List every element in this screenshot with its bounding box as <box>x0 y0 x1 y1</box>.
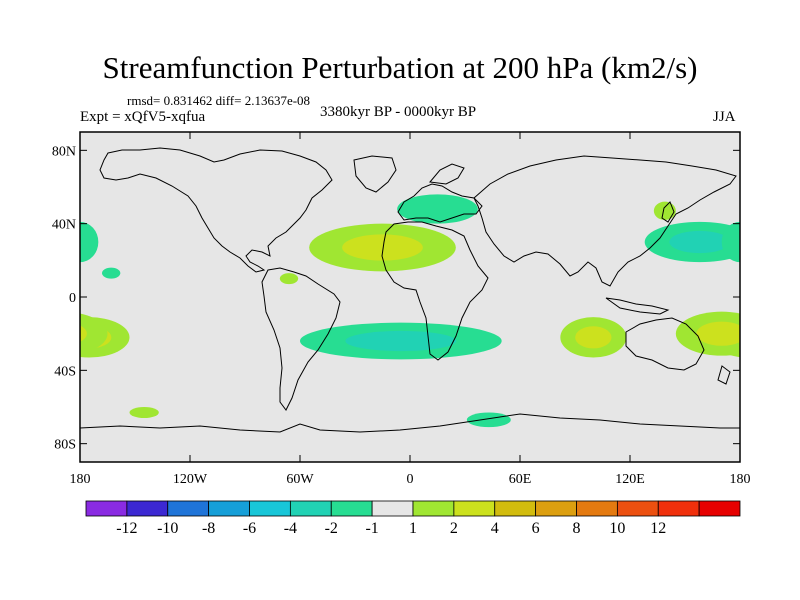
x-tick-label: 180 <box>730 472 751 487</box>
x-tick-label: 120E <box>615 472 645 487</box>
contour-region <box>466 412 511 428</box>
coastline-new-zealand <box>717 365 731 385</box>
colorbar-label: 6 <box>532 520 540 537</box>
colorbar-label: -10 <box>157 520 178 537</box>
colorbar-box <box>167 500 210 517</box>
coastline-north-america <box>99 147 333 273</box>
colorbar: -12 -10 -8 -6 -4 -2 -1 1 2 4 6 8 10 12 <box>85 500 741 537</box>
contour-region <box>669 230 730 254</box>
colorbar-label: -6 <box>243 520 256 537</box>
axes: 80N 40N 0 40S 80S 180 120W 60W 0 60E 120E 180 <box>52 132 751 487</box>
coastline-greenland <box>353 155 397 193</box>
y-tick-label: 40S <box>54 364 76 379</box>
colorbar-box <box>616 500 659 517</box>
colorbar-label: 1 <box>409 520 417 537</box>
contour-region <box>575 326 612 349</box>
x-tick-label: 60E <box>509 472 532 487</box>
contour-region <box>80 221 99 263</box>
coastline-scandinavia <box>429 163 465 185</box>
colorbar-box <box>494 500 537 517</box>
map-background <box>80 132 740 462</box>
period-label: 3380kyr BP - 0000kyr BP <box>320 104 477 120</box>
coastline-australia <box>625 317 705 371</box>
colorbar-label: 8 <box>573 520 581 537</box>
chart-title: Streamfunction Perturbation at 200 hPa (… <box>102 50 698 85</box>
coastline-japan <box>661 201 675 223</box>
y-tick-label: 80S <box>54 438 76 453</box>
colorbar-label: 12 <box>650 520 666 537</box>
colorbar-box <box>371 500 414 517</box>
y-tick-label: 40N <box>52 218 76 233</box>
x-tick-label: 0 <box>407 472 414 487</box>
colorbar-label: -8 <box>202 520 215 537</box>
coastline-africa <box>381 221 489 361</box>
contour-region <box>653 201 676 220</box>
colorbar-box <box>412 500 455 517</box>
colorbar-box <box>535 500 577 517</box>
y-tick-label: 0 <box>69 291 76 306</box>
stats-text: rmsd= 0.831462 diff= 2.13637e-08 <box>127 93 311 108</box>
colorbar-label: 2 <box>450 520 458 537</box>
colorbar-box <box>289 500 332 517</box>
contour-region <box>102 267 121 279</box>
contour-region <box>721 221 740 263</box>
contour-region <box>80 325 87 342</box>
coastline-europe <box>397 183 483 223</box>
colorbar-label: -1 <box>365 520 378 537</box>
coastline-asia <box>473 155 737 287</box>
contour-region <box>80 313 108 354</box>
colorbar-label: -12 <box>116 520 137 537</box>
x-tick-label: 60W <box>286 472 314 487</box>
coastline-south-america <box>261 267 341 411</box>
colorbar-box <box>126 500 169 517</box>
coastline-antarctica <box>80 413 740 433</box>
contour-region <box>279 273 299 285</box>
colorbar-box <box>698 500 741 517</box>
contour-region <box>9 231 70 253</box>
season-label: JJA <box>713 109 736 125</box>
experiment-label: Expt = xQfV5-xqfua <box>80 109 206 125</box>
colorbar-box <box>657 500 700 517</box>
coastline-indonesia <box>605 297 670 315</box>
x-tick-label: 120W <box>173 472 208 487</box>
colorbar-box <box>330 500 373 517</box>
contour-fills <box>9 194 740 428</box>
colorbar-label: 10 <box>609 520 625 537</box>
colorbar-label: -2 <box>325 520 338 537</box>
contour-region <box>342 234 423 261</box>
contour-region <box>696 321 740 346</box>
x-tick-label: 180 <box>70 472 91 487</box>
colorbar-box <box>453 500 496 517</box>
coastlines <box>80 147 740 433</box>
y-tick-label: 80N <box>52 144 76 159</box>
colorbar-label: -4 <box>284 520 297 537</box>
colorbar-box <box>208 500 250 517</box>
contour-region <box>345 330 457 352</box>
colorbar-box <box>249 500 291 517</box>
colorbar-label: 4 <box>491 520 499 537</box>
colorbar-box <box>576 500 618 517</box>
contour-region <box>129 407 159 418</box>
colorbar-box <box>85 500 128 517</box>
